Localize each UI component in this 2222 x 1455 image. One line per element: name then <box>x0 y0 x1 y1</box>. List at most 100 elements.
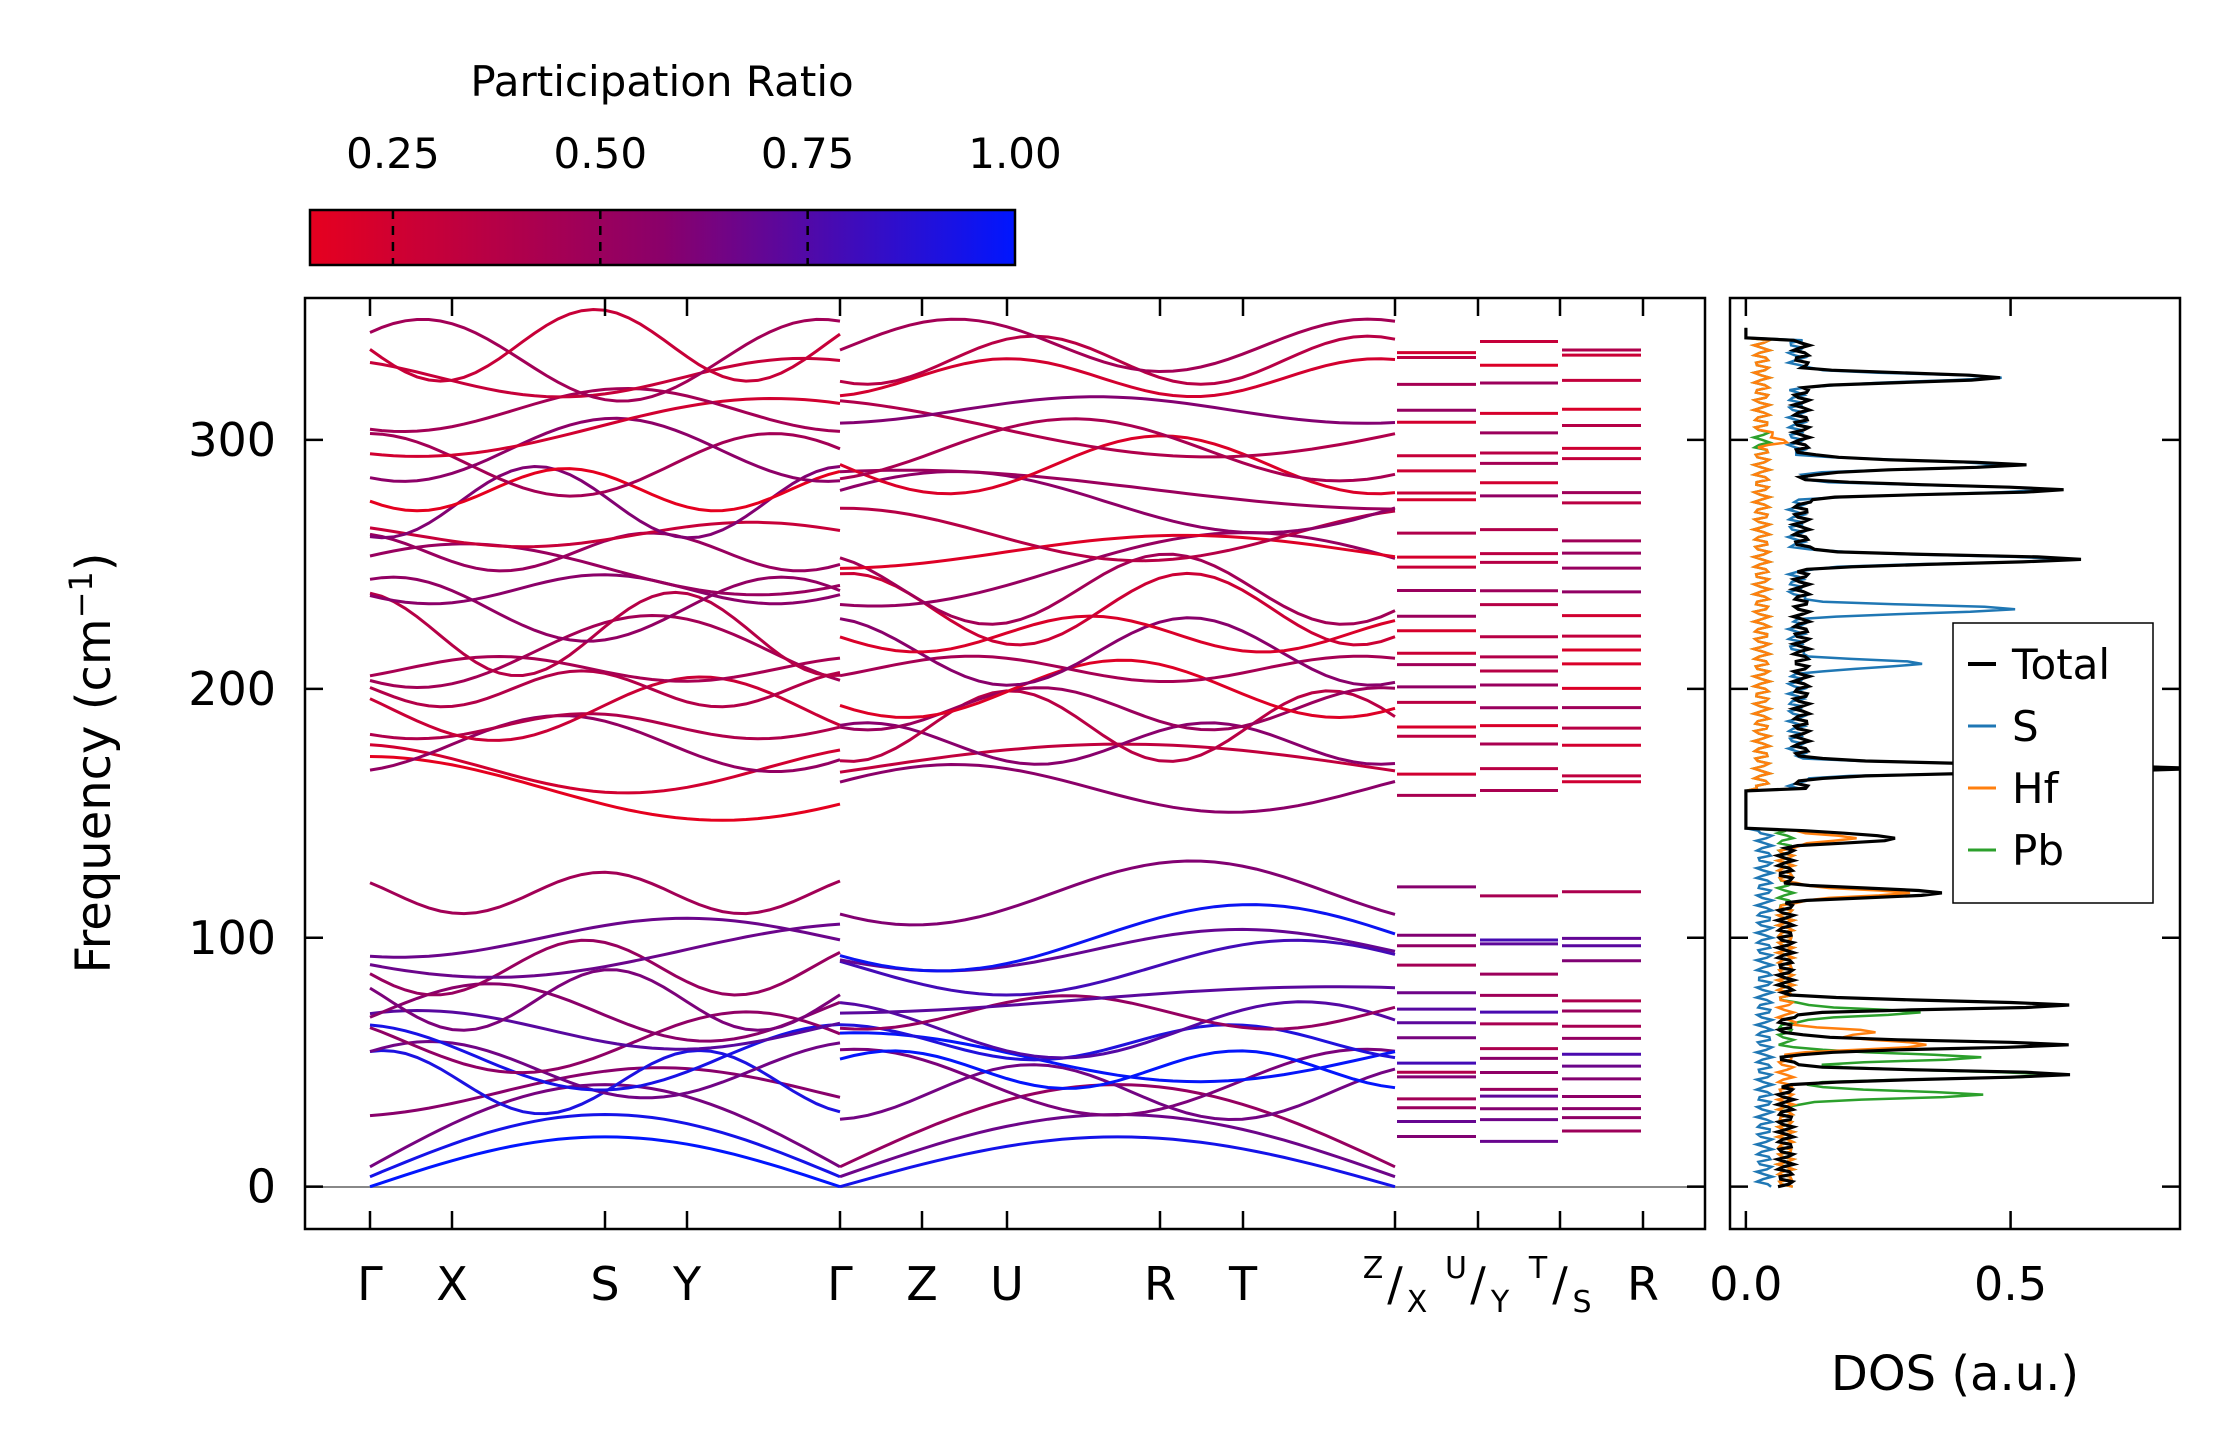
legend-label: Total <box>2011 640 2110 689</box>
phonon-band-curve <box>839 1112 1396 1179</box>
phonon-band-curve <box>839 1023 1396 1062</box>
band-y-axis-title: Frequency (cm−1) <box>62 552 122 973</box>
phonon-band-curve <box>839 571 1396 647</box>
phonon-band-curve <box>839 1047 1396 1117</box>
phonon-band-curve <box>839 994 1396 1031</box>
phonon-band-curve <box>369 669 841 709</box>
phonon-band-curve <box>369 1066 841 1118</box>
hs-compound-slash: / <box>1552 1257 1568 1311</box>
hs-point-label: Z <box>906 1257 938 1311</box>
dos-curves <box>1744 327 2180 1189</box>
phonon-band-curve <box>839 533 1396 570</box>
phonon-band-curve <box>369 675 841 742</box>
phonon-band-curve <box>839 689 1396 763</box>
hs-point-label: R <box>1627 1257 1659 1311</box>
phonon-band-curve <box>369 520 841 549</box>
dos-curve-hf <box>1744 327 1927 1188</box>
phonon-band-curve <box>839 614 1396 654</box>
phonon-band-curve <box>369 613 841 690</box>
hs-compound-label: Z / X <box>1363 1251 1428 1320</box>
colorbar-tick-label: 0.25 <box>346 129 440 178</box>
colorbar-gradient <box>308 208 1017 267</box>
phonon-band-curve <box>369 1083 841 1169</box>
hs-compound-label: T / S <box>1528 1251 1592 1320</box>
colorbar-tick-label: 1.00 <box>968 129 1062 178</box>
hs-compound-base: Y <box>1490 1285 1510 1320</box>
phonon-band-curve <box>369 1010 841 1075</box>
phonon-band-curve <box>839 927 1396 973</box>
hs-point-label: Γ <box>357 1257 383 1311</box>
phonon-band-curve <box>839 1135 1396 1189</box>
hs-compound-slash: / <box>1387 1257 1403 1311</box>
phonon-band-curve <box>369 1039 841 1100</box>
hs-point-label: R <box>1144 1257 1176 1311</box>
phonon-band-curve <box>839 1000 1396 1060</box>
colorbar: Participation Ratio 0.25 0.50 0.75 1.00 <box>308 57 1062 267</box>
hs-point-label: S <box>590 1257 619 1311</box>
phonon-band-curve <box>839 552 1396 626</box>
hs-compound-slash: / <box>1470 1257 1486 1311</box>
phonon-band-curve <box>369 317 841 403</box>
hs-compound-sup: T <box>1528 1251 1548 1286</box>
phonon-band-curve <box>369 416 841 483</box>
phonon-band-curve <box>369 938 841 997</box>
phonon-band-curve <box>369 396 841 458</box>
hs-point-label: X <box>436 1257 468 1311</box>
phonon-band-curve <box>369 968 841 1032</box>
hs-compound-sup: U <box>1445 1251 1467 1286</box>
colorbar-tick-label: 0.50 <box>554 129 648 178</box>
band-ytick-label: 0 <box>247 1160 276 1214</box>
phonon-band-curve <box>369 542 841 597</box>
hs-compound-base: S <box>1572 1285 1591 1320</box>
phonon-band-curve <box>839 531 1396 608</box>
phonon-band-curve <box>839 762 1396 814</box>
phonon-band-curve <box>369 590 841 678</box>
hs-point-label: Γ <box>827 1257 853 1311</box>
hs-point-label: U <box>990 1257 1024 1311</box>
dos-xtick-label: 0.5 <box>1974 1257 2047 1311</box>
phonon-band-curve <box>839 317 1396 374</box>
phonon-band-curve <box>839 395 1396 425</box>
phonon-band-curve <box>839 1063 1396 1122</box>
hs-point-label: Y <box>672 1257 702 1311</box>
phonon-band-curve <box>839 469 1396 535</box>
legend-label: Pb <box>2012 826 2064 875</box>
hs-compound-base: X <box>1407 1285 1428 1320</box>
phonon-band-curve <box>369 922 841 979</box>
phonon-band-curve <box>369 743 841 795</box>
phonon-band-curve <box>369 712 841 741</box>
legend-label: Hf <box>2012 764 2060 813</box>
phonon-band-curve <box>369 755 841 822</box>
phonon-band-curve <box>839 859 1396 927</box>
hs-compound-sup: Z <box>1363 1251 1384 1286</box>
phonon-band-curve <box>839 357 1396 398</box>
band-ytick-label: 200 <box>188 662 276 716</box>
hs-compound-label: U / Y <box>1445 1251 1510 1320</box>
phonon-band-curve <box>839 399 1396 459</box>
phonon-band-curve <box>839 658 1396 720</box>
phonon-band-curve <box>369 870 841 916</box>
phonon-band-curve <box>369 1135 841 1189</box>
phonon-band-curve <box>839 985 1396 1015</box>
band-ytick-label: 300 <box>188 413 276 467</box>
dos-legend: Total S Hf Pb <box>1952 622 2154 904</box>
phonon-band-curve <box>839 417 1396 483</box>
phonon-band-curve <box>369 916 841 959</box>
dos-panel: 0.0 0.5 DOS (a.u.) Total S Hf Pb <box>1709 296 2182 1402</box>
colorbar-ticks: 0.25 0.50 0.75 1.00 <box>346 129 1062 265</box>
phonon-band-curve <box>839 903 1396 973</box>
phonon-band-curve <box>839 616 1396 687</box>
phonon-band-curve <box>369 464 841 540</box>
band-ytick-label: 100 <box>188 911 276 965</box>
colorbar-title: Participation Ratio <box>470 57 853 106</box>
legend-label: S <box>2012 702 2039 751</box>
phonon-band-curve <box>369 1008 841 1051</box>
phonon-band-curve <box>369 1112 841 1179</box>
phonon-band-curve <box>369 714 841 773</box>
band-x-axis: Γ X S Y Γ Z U R T Z / XU / YT / S R <box>357 298 1659 1320</box>
phonon-band-curve <box>369 575 841 643</box>
phonon-band-curve <box>839 334 1396 386</box>
phonon-band-curve <box>839 938 1396 997</box>
